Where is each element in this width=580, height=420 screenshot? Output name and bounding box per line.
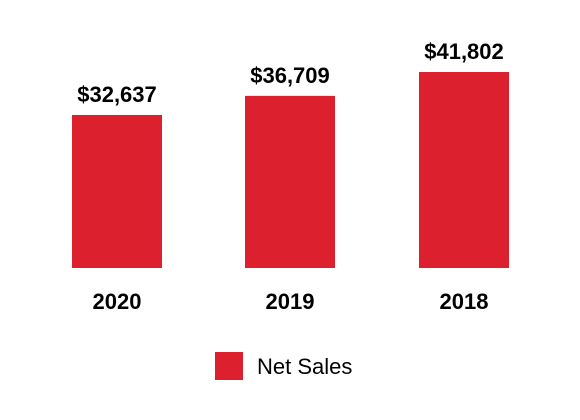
bars-group (72, 72, 509, 268)
legend-swatch-net-sales (215, 352, 243, 380)
legend-label-net-sales: Net Sales (257, 354, 352, 379)
x-tick-2018: 2018 (440, 289, 489, 314)
bar-2018 (419, 72, 509, 268)
value-labels-group: $32,637 $36,709 $41,802 (77, 39, 504, 107)
value-label-2019: $36,709 (250, 63, 330, 88)
x-tick-2020: 2020 (93, 289, 142, 314)
x-tick-2019: 2019 (266, 289, 315, 314)
x-axis-ticks: 2020 2019 2018 (93, 289, 489, 314)
value-label-2018: $41,802 (424, 39, 504, 64)
bar-2019 (245, 95, 335, 268)
legend: Net Sales (215, 352, 352, 380)
bar-2020 (72, 114, 162, 268)
value-label-2020: $32,637 (77, 82, 157, 107)
